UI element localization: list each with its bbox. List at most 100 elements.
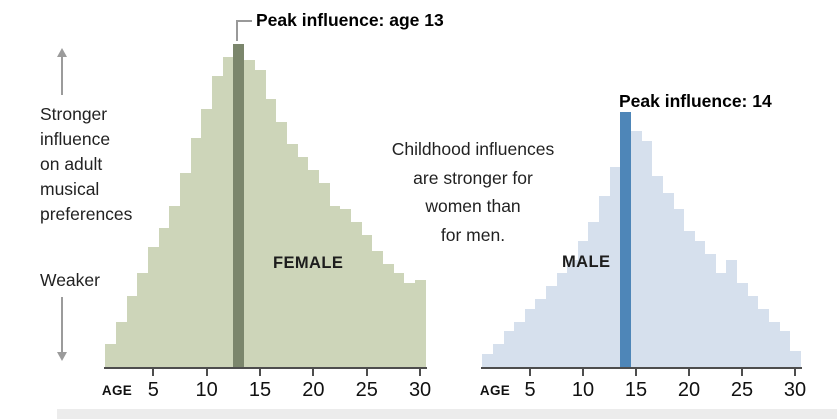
arrow-up-icon [57, 48, 67, 57]
female-bar-age-26 [372, 250, 384, 367]
male-x-axis-line [481, 367, 802, 369]
male-bar-age-16 [641, 140, 653, 367]
female-bar-age-25 [361, 234, 373, 367]
male-bar-age-6 [535, 299, 547, 367]
female-tick-label-25: 25 [355, 379, 378, 401]
male-bar-age-20 [683, 231, 695, 367]
female-bar-age-10 [201, 108, 213, 367]
text-line: musical [40, 179, 100, 199]
arrow-down-icon [57, 352, 67, 361]
female-bar-age-7 [169, 205, 181, 367]
male-bar-age-23 [715, 273, 727, 367]
male-bar-age-18 [662, 192, 674, 367]
male-tick-20 [688, 369, 690, 376]
female-age-axis-label: AGE [101, 383, 133, 398]
male-series-label: MALE [562, 253, 611, 271]
text-line: preferences [40, 204, 133, 224]
female-series-label: FEMALE [273, 254, 344, 272]
female-bar-age-20 [308, 169, 320, 367]
male-bar-age-24 [726, 260, 738, 367]
female-bar-age-19 [297, 157, 309, 367]
male-bar-age-17 [651, 176, 663, 367]
female-bar-age-21 [318, 182, 330, 367]
female-bar-age-3 [126, 295, 138, 367]
female-tick-label-20: 20 [302, 379, 325, 401]
male-tick-10 [582, 369, 584, 376]
female-bar-age-6 [158, 228, 170, 367]
female-peak-connector-horizontal [236, 20, 252, 22]
male-bar-age-19 [673, 208, 685, 367]
female-bar-age-28 [393, 273, 405, 367]
male-peak-annotation: Peak influence: 14 [619, 91, 772, 111]
female-bar-age-14 [244, 60, 256, 367]
male-tick-5 [529, 369, 531, 376]
female-bar-age-23 [340, 208, 352, 367]
text-line: Stronger [40, 104, 108, 124]
female-peak-connector-vertical [236, 20, 238, 41]
male-bar-age-27 [757, 308, 769, 367]
male-bar-age-13 [609, 166, 621, 367]
text-line: on adult [40, 154, 103, 174]
text-line: influence [40, 129, 111, 149]
female-bar-age-18 [286, 144, 298, 367]
female-bar-age-8 [179, 173, 192, 367]
male-bar-age-2 [492, 344, 504, 367]
male-bar-age-11 [588, 221, 600, 367]
male-bar-age-29 [779, 331, 791, 367]
text-line: for men. [440, 224, 506, 245]
female-tick-label-15: 15 [248, 379, 272, 401]
male-tick-label-5: 5 [524, 379, 536, 401]
male-bar-age-26 [747, 295, 759, 367]
male-bar-age-28 [768, 321, 780, 367]
male-bar-age-21 [694, 241, 706, 367]
female-bar-age-1 [105, 344, 117, 367]
male-bar-age-9 [567, 260, 579, 367]
male-tick-label-15: 15 [624, 379, 648, 401]
female-bar-age-16 [265, 98, 277, 367]
female-tick-label-10: 10 [195, 379, 218, 401]
male-tick-label-10: 10 [571, 379, 595, 401]
female-bar-age-2 [115, 321, 128, 367]
text-line: are stronger for [413, 167, 533, 188]
text-line: Childhood influences [391, 139, 555, 159]
female-bar-age-12 [222, 56, 234, 367]
female-bar-age-30 [414, 279, 426, 367]
male-bar-age-12 [598, 195, 610, 367]
female-tick-5 [152, 369, 155, 376]
male-tick-label-30: 30 [783, 379, 807, 401]
female-bar-age-22 [329, 205, 341, 367]
male-bar-age-25 [736, 283, 748, 367]
male-age-axis-label: AGE [479, 383, 511, 398]
male-bar-age-4 [514, 321, 526, 367]
female-bar-age-15 [254, 69, 266, 367]
female-tick-label-30: 30 [408, 379, 432, 401]
weaker-label: Weaker [40, 270, 100, 290]
male-bar-age-5 [524, 308, 536, 367]
male-bar-age-10 [577, 241, 589, 367]
arrow-up-line [61, 57, 63, 95]
female-bar-age-11 [212, 76, 224, 367]
female-bar-age-4 [137, 273, 149, 367]
female-bar-age-29 [404, 283, 416, 367]
male-tick-label-25: 25 [730, 379, 754, 401]
text-line: women than [425, 196, 521, 216]
male-bar-age-22 [704, 253, 716, 367]
female-bar-age-27 [382, 263, 394, 367]
female-tick-15 [259, 369, 261, 376]
male-bar-age-15 [630, 131, 642, 367]
male-bar-age-1 [482, 354, 494, 367]
female-bar-age-17 [276, 121, 288, 367]
female-tick-label-5: 5 [147, 379, 159, 401]
male-tick-15 [635, 369, 637, 376]
female-tick-25 [365, 369, 368, 376]
female-tick-30 [419, 369, 422, 376]
male-tick-25 [741, 369, 743, 376]
female-tick-20 [312, 369, 315, 376]
male-bar-age-3 [503, 331, 515, 367]
female-bar-age-5 [147, 247, 160, 367]
female-bar-age-24 [350, 221, 362, 367]
stronger-influence-label: Stronger influence on adult musical preferen… [40, 102, 132, 227]
female-peak-bar [233, 44, 245, 367]
male-tick-label-20: 20 [677, 379, 701, 401]
